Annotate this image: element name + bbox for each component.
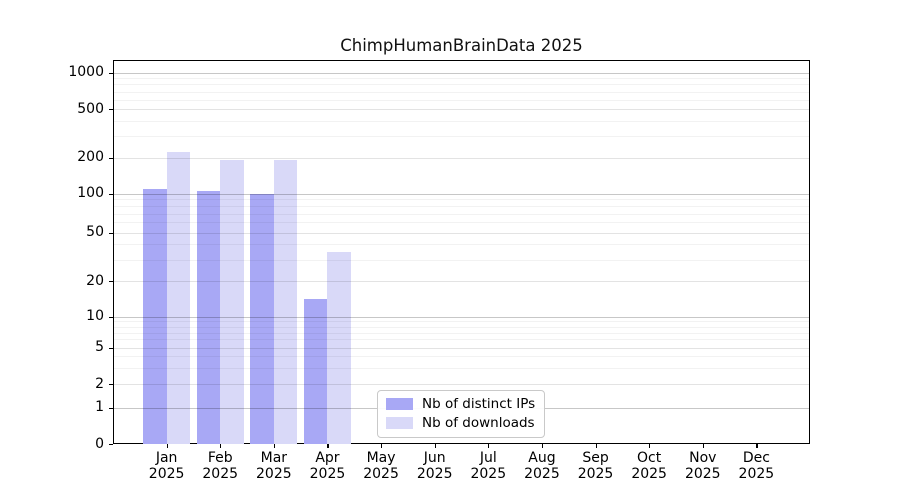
gridline [114, 84, 809, 86]
y-tick-mark [109, 316, 113, 318]
y-tick-label: 1000 [68, 64, 104, 81]
gridline [114, 72, 809, 74]
y-tick-mark [109, 157, 113, 159]
y-tick-label: 0 [95, 435, 104, 452]
x-tick-label: Sep 2025 [577, 450, 614, 482]
y-tick-mark [109, 407, 113, 409]
gridline [114, 213, 809, 215]
x-tick-mark [273, 444, 276, 448]
gridline [114, 259, 809, 261]
x-tick-mark [220, 444, 222, 448]
x-tick-mark [541, 444, 544, 448]
gridline [114, 109, 809, 111]
x-tick-label: Jul 2025 [470, 450, 507, 482]
legend-swatch [386, 417, 413, 429]
x-tick-label: Aug 2025 [524, 450, 560, 482]
y-tick-mark [109, 444, 113, 446]
x-tick-mark [649, 444, 651, 448]
x-tick-mark [434, 444, 436, 448]
legend-item: Nb of distinct IPs [386, 396, 535, 412]
legend-swatch [386, 398, 413, 410]
bar [220, 160, 244, 444]
x-tick-label: Jan 2025 [148, 450, 185, 482]
bar [250, 193, 274, 444]
bar [196, 190, 221, 444]
x-tick-mark [595, 444, 597, 448]
x-tick-label: Mar 2025 [256, 450, 292, 482]
y-tick-mark [109, 384, 113, 386]
bar [304, 299, 328, 444]
chart-title: ChimpHumanBrainData 2025 [340, 36, 583, 55]
x-tick-label: Nov 2025 [684, 450, 721, 482]
gridline [114, 193, 809, 195]
gridline [114, 244, 809, 246]
bar [166, 152, 190, 444]
gridline [114, 222, 809, 224]
gridline [114, 199, 809, 201]
x-tick-mark [756, 444, 758, 448]
y-tick-label: 10 [86, 308, 104, 325]
x-tick-label: May 2025 [363, 450, 399, 482]
x-tick-mark [327, 444, 329, 448]
gridline [114, 281, 809, 282]
legend-label: Nb of downloads [422, 415, 535, 431]
y-tick-label: 100 [77, 185, 104, 201]
x-tick-mark [488, 444, 490, 448]
x-tick-label: Feb 2025 [202, 450, 239, 482]
y-tick-mark [109, 193, 113, 195]
x-tick-mark [381, 444, 383, 448]
bar [273, 160, 298, 444]
gridline [114, 232, 809, 234]
gridline [114, 136, 809, 138]
y-tick-mark [109, 232, 113, 234]
x-tick-label: Jun 2025 [416, 450, 453, 482]
y-tick-mark [109, 281, 113, 283]
x-tick-mark [166, 444, 168, 448]
legend: Nb of distinct IPs Nb of downloads [377, 390, 546, 438]
gridline [114, 384, 809, 385]
y-tick-label: 1 [95, 399, 104, 415]
gridline [114, 206, 809, 208]
y-tick-label: 50 [86, 224, 104, 241]
gridline [114, 321, 809, 323]
gridline [114, 99, 809, 101]
y-tick-label: 500 [77, 100, 104, 117]
x-tick-mark [702, 444, 704, 448]
gridline [114, 367, 809, 369]
y-tick-label: 20 [86, 272, 104, 289]
x-tick-label: Dec 2025 [738, 450, 775, 482]
legend-item: Nb of downloads [386, 415, 535, 431]
y-tick-label: 2 [95, 375, 104, 392]
x-tick-label: Oct 2025 [631, 450, 667, 482]
gridline [114, 316, 809, 318]
gridline [114, 157, 809, 159]
gridline [114, 78, 809, 80]
y-tick-label: 5 [95, 339, 104, 355]
bar [327, 251, 351, 444]
gridline [114, 332, 809, 334]
y-tick-mark [109, 347, 113, 349]
gridline [114, 326, 809, 328]
gridline [114, 356, 809, 358]
x-tick-label: Apr 2025 [309, 450, 346, 482]
gridline [114, 347, 809, 349]
y-tick-label: 200 [77, 149, 104, 165]
legend-label: Nb of distinct IPs [422, 396, 536, 412]
plot-area [113, 60, 810, 444]
gridline [114, 339, 809, 341]
gridline [114, 121, 809, 123]
y-tick-mark [109, 72, 113, 74]
bar [143, 188, 167, 444]
gridline [114, 91, 809, 93]
y-tick-mark [109, 109, 113, 111]
